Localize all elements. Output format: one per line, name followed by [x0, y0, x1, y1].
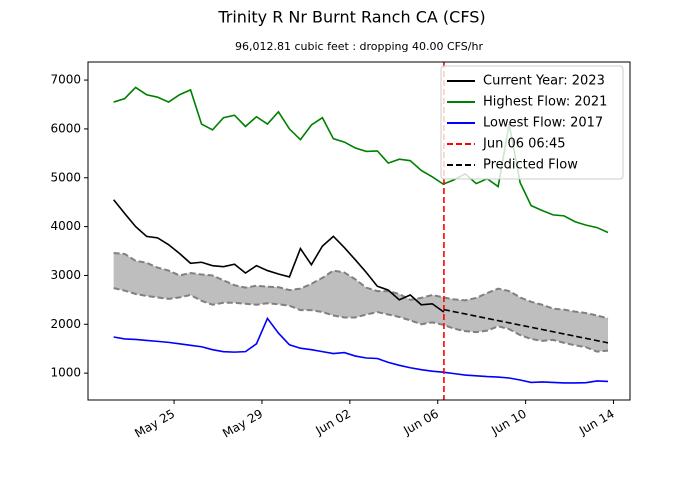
y-tick-label: 1000 [50, 366, 81, 380]
series-line [113, 316, 609, 384]
legend-label: Lowest Flow: 2017 [483, 116, 603, 131]
band-fill [113, 252, 609, 352]
y-tick-label: 5000 [50, 170, 81, 184]
legend-label: Highest Flow: 2021 [483, 95, 607, 110]
chart-subtitle: 96,012.81 cubic feet : dropping 40.00 CF… [235, 40, 483, 53]
series-line [113, 86, 609, 234]
band-lower [113, 287, 609, 353]
series-line [443, 308, 609, 344]
legend-box [440, 65, 624, 180]
y-tick-label: 2000 [50, 317, 81, 331]
y-tick-label: 3000 [50, 268, 81, 282]
legend-label: Predicted Flow [483, 158, 578, 173]
series-line [113, 199, 445, 313]
chart-title: Trinity R Nr Burnt Ranch CA (CFS) [217, 8, 485, 27]
y-tick-label: 6000 [50, 121, 81, 135]
band-upper [113, 251, 609, 320]
legend-label: Current Year: 2023 [483, 74, 605, 89]
y-tick-label: 7000 [50, 73, 81, 87]
y-tick-label: 4000 [50, 219, 81, 233]
legend: Current Year: 2023 Highest Flow: 2021 Lowe… [440, 65, 624, 180]
legend-label: Jun 06 06:45 [482, 137, 566, 152]
plot-frame [87, 61, 631, 401]
